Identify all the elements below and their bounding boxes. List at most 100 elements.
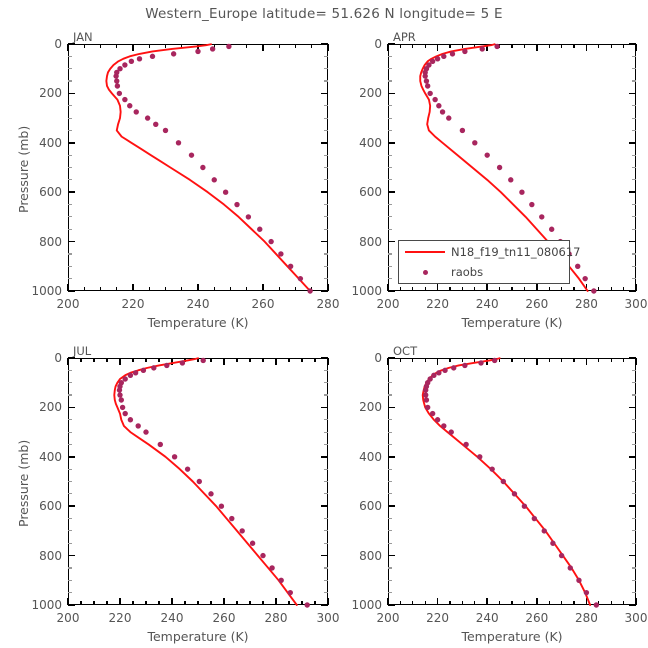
x-tick-minor [314,601,316,605]
y-tick-major [629,142,636,144]
x-tick-minor [499,601,501,605]
x-tick-major [67,284,69,291]
x-tick-label: 280 [316,297,340,311]
data-point [424,404,431,411]
y-tick-major [68,142,75,144]
y-tick-minor [68,179,72,181]
y-tick-label: 800 [39,234,62,249]
x-tick-minor [424,287,426,291]
data-point [135,423,141,429]
y-tick-major [388,290,395,292]
y-tick-major [321,191,328,193]
y-tick-label: 200 [359,86,382,101]
y-tick-minor [324,382,328,384]
figure-title: Western_Europe latitude= 51.626 N longit… [145,6,503,22]
x-tick-minor [474,287,476,291]
data-point [117,66,123,72]
data-point [260,552,266,559]
data-point [448,429,454,435]
x-tick-minor [499,287,501,291]
y-tick-minor [388,480,392,483]
x-tick-label: 300 [624,297,648,311]
y-tick-major [321,240,328,243]
y-tick-label: 400 [39,135,62,150]
x-tick-minor [449,287,451,291]
y-tick-minor [324,216,328,218]
y-tick-minor [388,542,392,544]
data-point [576,577,582,583]
data-point [195,48,201,55]
data-point [122,376,128,382]
x-tick-minor [158,601,160,605]
legend-line-swatch [405,251,445,253]
y-tick-major [388,406,395,409]
series-points-raobs [423,357,600,608]
y-tick-minor [68,493,72,495]
data-point [222,189,229,195]
data-point [278,251,284,257]
data-point [200,164,206,171]
y-tick-minor [68,80,72,82]
x-tick-minor [106,601,108,605]
x-tick-minor [399,287,401,291]
x-tick-minor [598,287,600,291]
x-tick-minor [399,358,401,362]
x-tick-minor [93,358,95,362]
y-tick-major [388,92,395,95]
x-tick-minor [548,358,550,362]
x-tick-minor [598,601,600,605]
x-tick-minor [262,358,264,362]
y-tick-minor [68,443,72,446]
x-tick-minor [148,287,150,291]
x-tick-major [327,358,329,365]
x-tick-minor [197,358,199,362]
x-tick-major [536,284,538,291]
y-tick-minor [632,216,636,218]
y-tick-major [629,43,636,45]
x-tick-label: 220 [121,297,145,311]
y-tick-major [321,554,328,557]
x-tick-minor [145,601,147,605]
y-tick-minor [388,278,392,280]
data-point [529,201,535,208]
x-tick-major [67,598,69,605]
x-tick-minor [474,601,476,605]
x-tick-minor [236,601,238,605]
legend-dot-swatch [405,269,445,275]
data-point [257,226,263,232]
x-tick-minor [623,44,625,48]
y-tick-minor [388,228,392,230]
x-tick-major [436,358,439,365]
x-tick-major [536,44,538,51]
x-tick-major [223,358,225,365]
data-point [591,288,597,294]
y-tick-major [629,456,636,458]
y-tick-minor [632,579,636,581]
y-tick-minor [68,517,72,520]
data-point [133,109,139,115]
plot-data-jan [105,43,313,294]
x-tick-label: 200 [56,611,80,625]
x-tick-major [262,44,264,51]
series-line-model [105,43,312,292]
x-tick-label: 220 [426,611,450,625]
x-tick-major [171,358,173,365]
y-tick-major [68,604,75,606]
y-tick-label: 200 [39,400,62,415]
x-tick-label: 220 [426,297,450,311]
data-point [463,441,469,448]
y-tick-minor [68,530,72,532]
data-point [500,478,507,485]
y-tick-minor [324,517,328,520]
x-tick-minor [229,287,232,291]
data-point [484,152,490,158]
x-tick-minor [249,601,251,605]
x-tick-label: 280 [574,611,598,625]
x-tick-minor [424,601,426,605]
x-tick-minor [561,44,563,48]
x-tick-minor [573,287,575,291]
y-tick-minor [324,394,328,396]
y-tick-label: 600 [359,185,382,200]
